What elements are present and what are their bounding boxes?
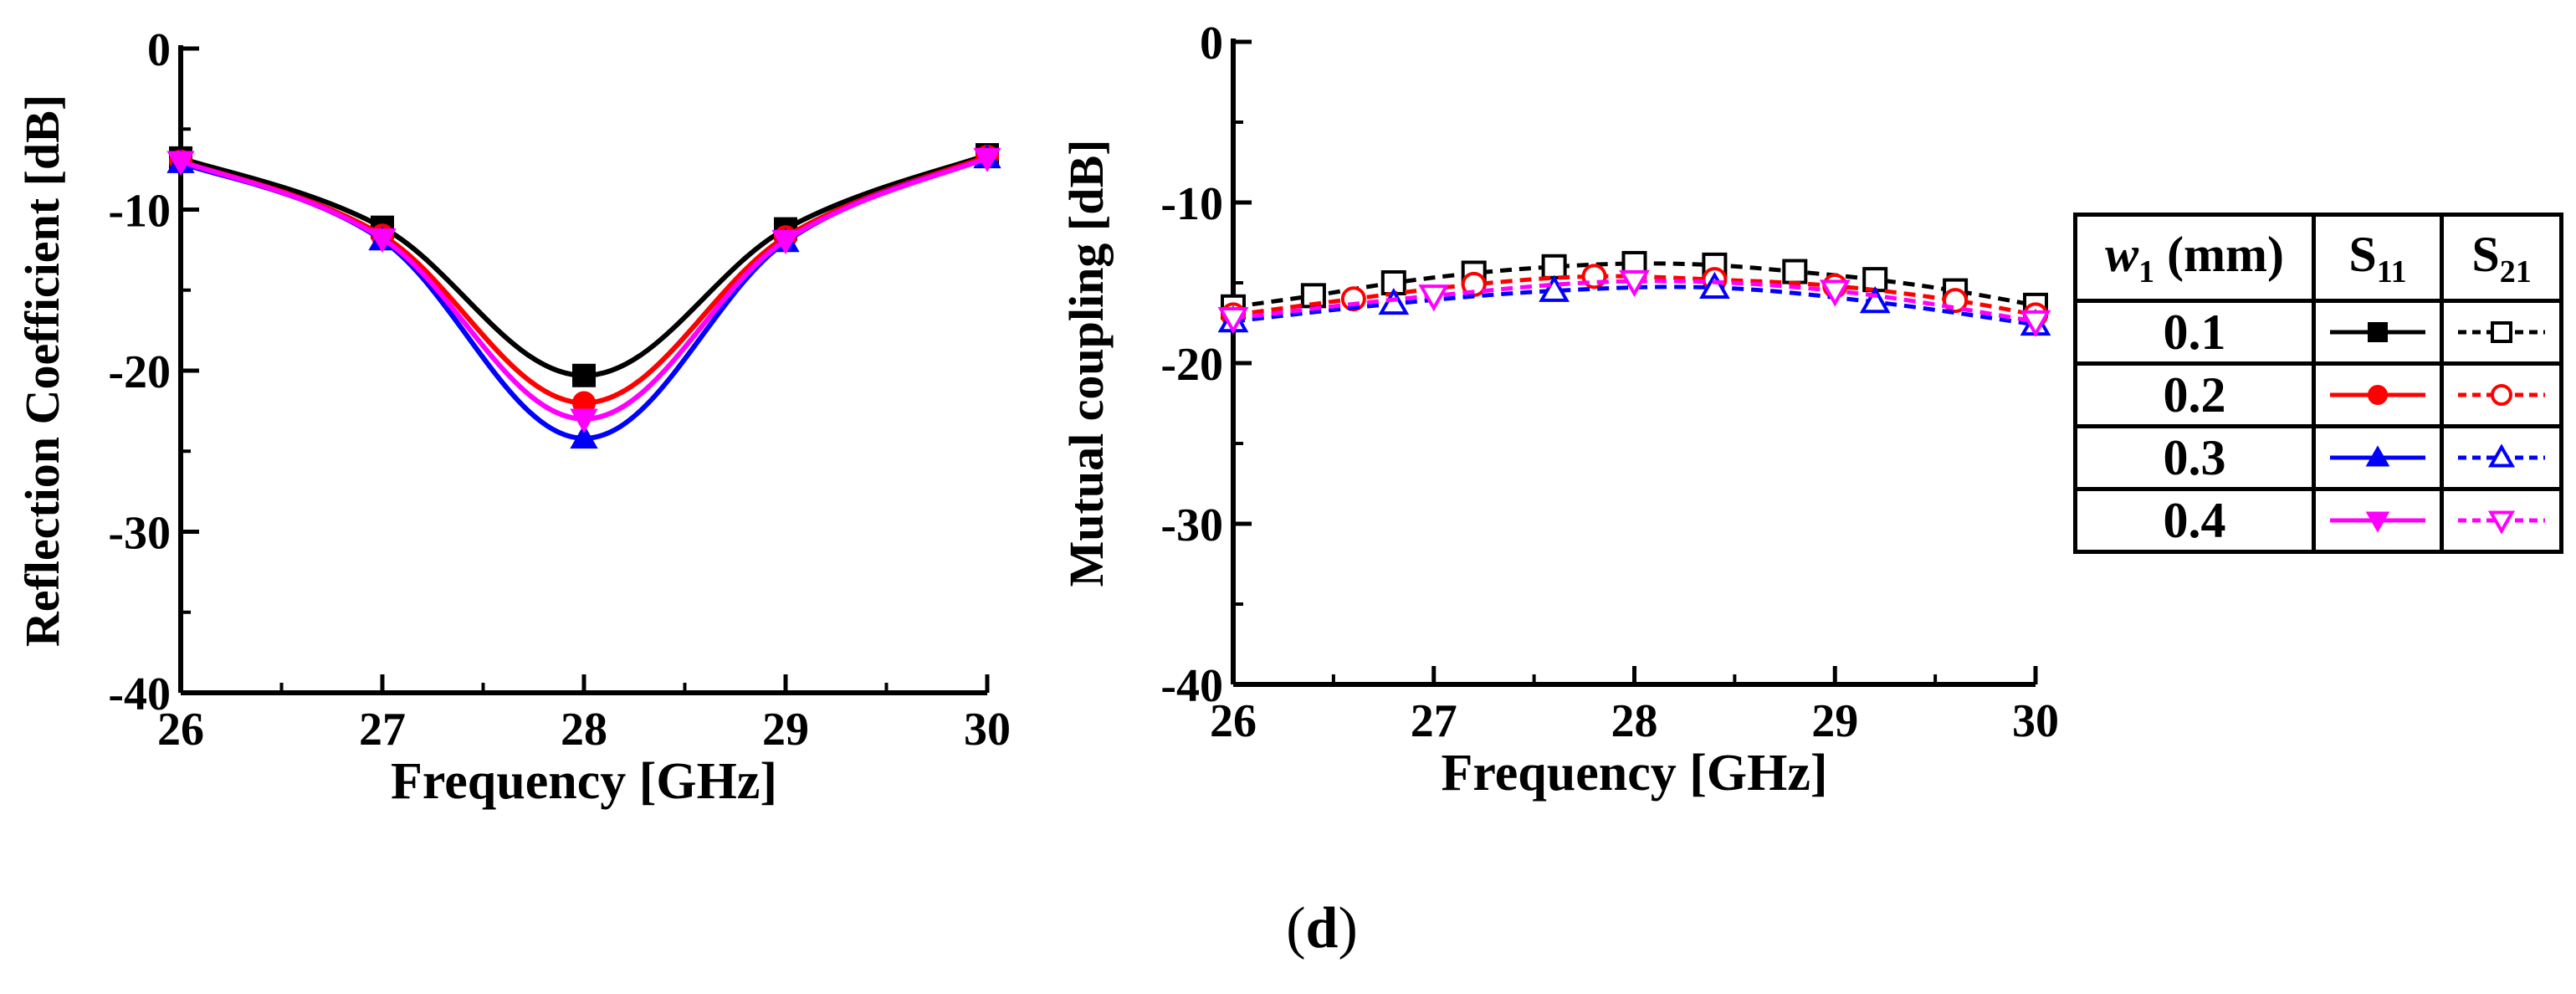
legend-param-symbol: w <box>2105 226 2139 282</box>
legend-row-value: 0.2 <box>2072 361 2317 428</box>
x-tick-label: 26 <box>1210 695 1257 747</box>
legend-marker <box>2491 384 2513 406</box>
y-tick-label: -30 <box>1160 500 1223 551</box>
data-point-0.4 <box>1819 279 1851 307</box>
data-point-0.4 <box>570 408 598 433</box>
y-tick-label: -10 <box>108 186 171 238</box>
legend-row: 0.4 <box>2072 487 2563 554</box>
legend-param-sub: 1 <box>2138 254 2155 289</box>
data-point-0.4 <box>771 229 800 255</box>
caption-open: ( <box>1286 896 1306 961</box>
y-tick-label: 0 <box>147 24 171 76</box>
x-tick-label: 29 <box>1811 695 1858 747</box>
legend-header-s21: S21 <box>2440 213 2563 303</box>
x-tick-label: 30 <box>2012 695 2059 747</box>
y-tick-label: -20 <box>108 346 171 398</box>
y-tick-label: -40 <box>1160 660 1223 712</box>
x-tick-label: 29 <box>762 704 809 756</box>
legend-row: 0.2 <box>2072 361 2563 428</box>
x-tick-label: 26 <box>157 704 204 756</box>
data-point-0.4 <box>166 151 195 176</box>
x-tick-label: 30 <box>964 704 1011 756</box>
series-line-0.1 <box>180 152 989 378</box>
legend-s11-sample <box>2312 424 2445 491</box>
data-point-0.4 <box>368 228 397 254</box>
x-tick-label: 27 <box>1411 695 1457 747</box>
x-axis-title: Frequency [GHz] <box>391 753 777 810</box>
legend-s21-label: S <box>2471 226 2500 282</box>
data-point-0.4 <box>1418 284 1450 312</box>
data-point-0.1 <box>1782 259 1808 284</box>
y-tick-label: 0 <box>1200 18 1223 69</box>
data-point-0.4 <box>1619 269 1650 298</box>
data-point-0.1 <box>572 363 596 387</box>
legend-row-value: 0.3 <box>2072 424 2317 491</box>
data-point-0.3 <box>1699 271 1730 299</box>
legend-header-row: w1 (mm) S11 S21 <box>2072 213 2563 303</box>
data-point-0.4 <box>973 147 1001 172</box>
legend-row: 0.1 <box>2072 299 2563 366</box>
legend-marker <box>2491 321 2513 343</box>
y-axis-title: Mutual coupling [dB] <box>1059 140 1114 587</box>
legend-marker <box>2365 445 2390 467</box>
legend-s21-sample <box>2440 487 2563 554</box>
legend-param-unit: (mm) <box>2154 226 2285 282</box>
legend-s21-sub: 21 <box>2499 254 2532 289</box>
caption-letter: d <box>1305 896 1339 961</box>
legend-table: w1 (mm) S11 S21 0.1 0.2 0.3 0.4 <box>2072 213 2563 554</box>
series-line-0.3 <box>1232 284 2036 327</box>
legend-s11-sample <box>2312 487 2445 554</box>
data-point-0.4 <box>1217 307 1249 335</box>
legend-marker <box>2365 511 2390 533</box>
legend-s11-sample <box>2312 299 2445 366</box>
legend-marker <box>2368 385 2389 405</box>
series-line-0.1 <box>1232 261 2036 310</box>
y-tick-label: -30 <box>108 508 171 560</box>
legend-header-s11: S11 <box>2312 213 2445 303</box>
data-point-0.3 <box>1539 274 1570 302</box>
x-axis-title: Frequency [GHz] <box>1441 745 1827 802</box>
y-axis-title: Reflection Coefficient [dB] <box>15 95 69 647</box>
x-tick-label: 28 <box>1611 695 1658 747</box>
legend-header-param: w1 (mm) <box>2072 213 2317 303</box>
legend-row: 0.3 <box>2072 424 2563 491</box>
y-tick-label: -10 <box>1160 178 1223 230</box>
legend-marker <box>2487 443 2516 468</box>
caption-close: ) <box>1338 896 1358 961</box>
legend-s21-sample <box>2440 424 2563 491</box>
data-point-0.3 <box>1859 286 1891 314</box>
legend-marker <box>2368 322 2389 342</box>
data-point-0.4 <box>2020 310 2051 338</box>
data-point-0.3 <box>570 423 598 449</box>
legend-row-value: 0.1 <box>2072 299 2317 366</box>
x-tick-label: 28 <box>561 704 607 756</box>
x-tick-label: 27 <box>359 704 406 756</box>
legend-marker <box>2487 510 2516 535</box>
data-point-0.1 <box>1541 254 1567 279</box>
legend-row-value: 0.4 <box>2072 487 2317 554</box>
legend-s11-sample <box>2312 361 2445 428</box>
legend-s11-label: S <box>2348 226 2377 282</box>
legend-s21-sample <box>2440 361 2563 428</box>
y-tick-label: -40 <box>108 669 171 720</box>
series-line-0.4 <box>1232 279 2036 324</box>
legend-s11-sub: 11 <box>2376 254 2407 289</box>
figure-caption: (d) <box>1238 895 1406 962</box>
legend-s21-sample <box>2440 299 2563 366</box>
y-tick-label: -20 <box>1160 339 1223 391</box>
